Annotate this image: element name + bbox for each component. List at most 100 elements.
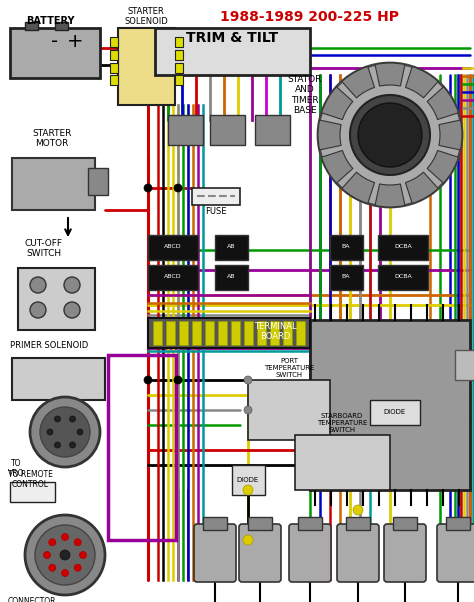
Circle shape [244, 406, 252, 414]
Circle shape [74, 564, 81, 571]
Circle shape [243, 485, 253, 495]
Circle shape [25, 515, 105, 595]
Text: CUT-OFF
SWITCH: CUT-OFF SWITCH [25, 238, 63, 258]
Circle shape [62, 569, 69, 577]
Text: TERMINAL
BOARD: TERMINAL BOARD [254, 322, 296, 341]
Text: TRIM & TILT: TRIM & TILT [186, 31, 278, 45]
Bar [108, 355, 176, 540]
Wedge shape [318, 120, 341, 150]
Circle shape [30, 277, 46, 293]
Bar [257, 321, 266, 345]
Wedge shape [375, 184, 405, 207]
Wedge shape [427, 87, 458, 120]
Bar [330, 265, 363, 290]
Text: DIODE: DIODE [384, 409, 406, 415]
Wedge shape [405, 67, 438, 98]
Circle shape [44, 551, 51, 559]
Circle shape [350, 95, 430, 175]
Text: DIODE: DIODE [237, 477, 259, 483]
Wedge shape [321, 150, 353, 183]
Bar [232, 465, 265, 495]
Text: +: + [67, 32, 83, 51]
Text: DCBA: DCBA [394, 275, 412, 279]
Text: AB: AB [227, 244, 235, 249]
Text: STARTER
MOTOR: STARTER MOTOR [32, 129, 72, 148]
Bar [455, 350, 474, 380]
Text: FUSE: FUSE [205, 207, 227, 216]
Circle shape [47, 429, 53, 435]
Text: CONNECTOR: CONNECTOR [8, 597, 56, 602]
Circle shape [35, 525, 95, 585]
FancyBboxPatch shape [239, 524, 281, 582]
Bar [166, 321, 175, 345]
Text: TO REMOTE
CONTROL: TO REMOTE CONTROL [8, 470, 53, 489]
Bar [88, 168, 108, 195]
Circle shape [70, 442, 75, 448]
Wedge shape [342, 67, 374, 98]
Bar [378, 235, 428, 260]
Bar [215, 265, 248, 290]
Bar [175, 50, 183, 60]
Bar [248, 517, 272, 530]
Text: PRIMER SOLENOID: PRIMER SOLENOID [10, 341, 88, 350]
Bar [110, 50, 118, 60]
Bar [12, 158, 95, 210]
Wedge shape [342, 172, 374, 203]
Bar [148, 318, 310, 348]
Circle shape [64, 277, 80, 293]
Circle shape [77, 429, 83, 435]
Text: ABCD: ABCD [164, 244, 182, 249]
Bar [330, 235, 363, 260]
Text: STARTER
SOLENOID: STARTER SOLENOID [124, 7, 168, 26]
Circle shape [70, 416, 75, 422]
Bar [175, 75, 183, 85]
Bar [295, 435, 390, 490]
Bar [270, 321, 279, 345]
Bar [10, 482, 55, 502]
Bar [205, 321, 214, 345]
Bar [118, 28, 175, 105]
Bar [192, 188, 240, 205]
Text: DCBA: DCBA [394, 244, 412, 249]
Bar [153, 321, 162, 345]
Text: ABCD: ABCD [164, 275, 182, 279]
Text: BA: BA [342, 244, 350, 249]
Circle shape [243, 535, 253, 545]
Text: BATTERY: BATTERY [26, 16, 74, 26]
Bar [218, 321, 227, 345]
Text: -: - [52, 32, 59, 51]
Bar [370, 400, 420, 425]
Circle shape [60, 550, 70, 560]
Bar [168, 115, 203, 145]
Circle shape [174, 184, 182, 192]
Circle shape [49, 564, 56, 571]
FancyBboxPatch shape [337, 524, 379, 582]
Circle shape [55, 416, 61, 422]
Bar [55, 22, 68, 30]
Wedge shape [321, 87, 353, 120]
FancyBboxPatch shape [384, 524, 426, 582]
Bar [175, 63, 183, 73]
Bar [393, 517, 417, 530]
Circle shape [358, 103, 422, 167]
Wedge shape [375, 63, 405, 86]
Bar [283, 321, 292, 345]
Circle shape [30, 302, 46, 318]
FancyBboxPatch shape [289, 524, 331, 582]
Bar [210, 115, 245, 145]
Text: PORT
TEMPERATURE
SWITCH: PORT TEMPERATURE SWITCH [264, 358, 314, 378]
Bar [248, 380, 330, 440]
Text: AB: AB [227, 275, 235, 279]
Bar [110, 75, 118, 85]
Bar [378, 265, 428, 290]
Bar [215, 235, 248, 260]
Bar [12, 358, 105, 400]
Text: BA: BA [342, 275, 350, 279]
Bar [446, 517, 470, 530]
Circle shape [144, 184, 152, 192]
Circle shape [80, 551, 86, 559]
Circle shape [62, 533, 69, 541]
Text: STATOR
AND
TIMER
BASE: STATOR AND TIMER BASE [288, 75, 322, 115]
Text: STARBOARD
TEMPERATURE
SWITCH: STARBOARD TEMPERATURE SWITCH [317, 413, 367, 433]
Bar [296, 321, 305, 345]
